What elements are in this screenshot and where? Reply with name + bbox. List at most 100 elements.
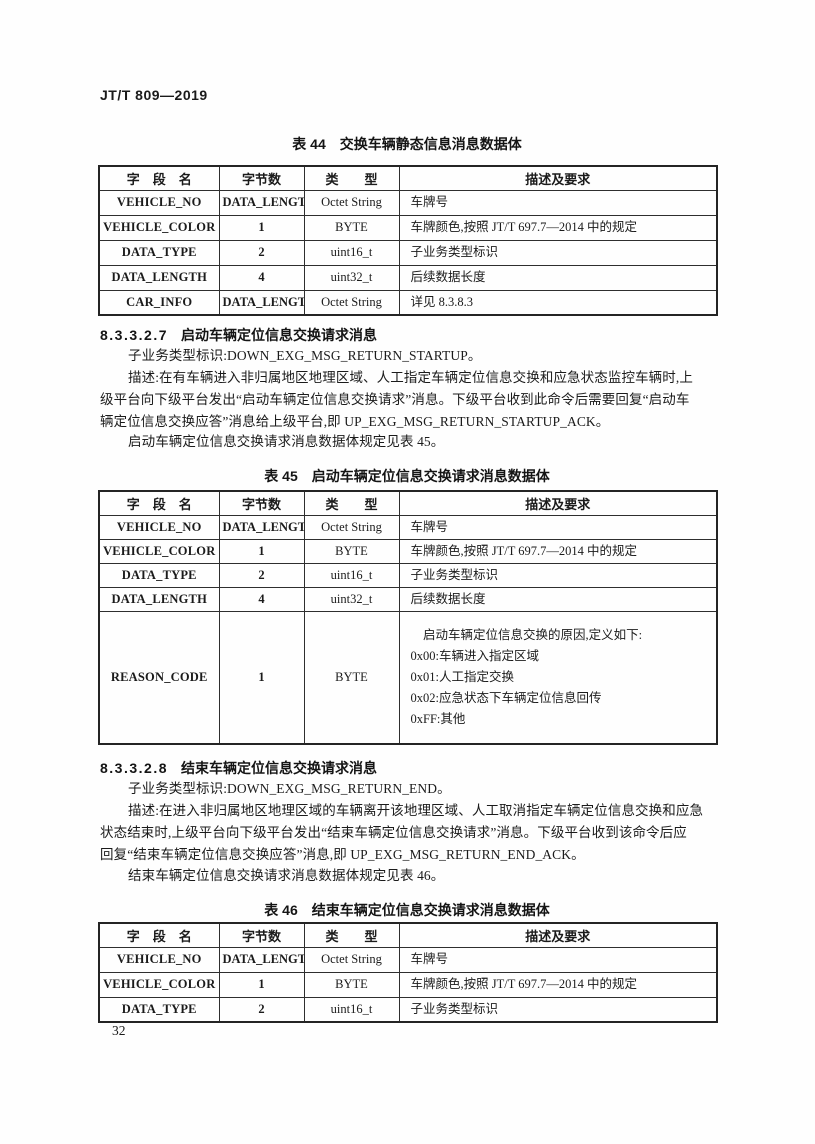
desc-cell: 车牌号: [398, 946, 718, 973]
bytes-cell: 2: [218, 239, 305, 266]
bytes-cell: 1: [218, 214, 305, 241]
paragraph-line: 级平台向下级平台发出“启动车辆定位信息交换请求”消息。下级平台收到此命令后需要回…: [100, 392, 690, 407]
field-cell: VEHICLE_COLOR: [98, 214, 220, 241]
desc-cell: 后续数据长度: [398, 586, 718, 612]
field-cell: VEHICLE_NO: [98, 946, 220, 973]
type-cell: Octet String: [303, 189, 400, 216]
field-cell: DATA_TYPE: [98, 562, 220, 588]
col-header-bytes: 字节数: [218, 165, 305, 191]
table-row: REASON_CODE 1 BYTE 启动车辆定位信息交换的原因,定义如下: 0…: [98, 610, 718, 745]
table44-title: 表 44 交换车辆静态信息消息数据体: [292, 136, 522, 152]
bytes-cell: 1: [218, 538, 305, 564]
desc-cell: 子业务类型标识: [398, 562, 718, 588]
col-header-field: 字 段 名: [98, 490, 220, 516]
bytes-cell: 4: [218, 586, 305, 612]
type-cell: uint16_t: [303, 562, 400, 588]
col-header-desc: 描述及要求: [398, 922, 718, 948]
paragraph-line: 启动车辆定位信息交换请求消息数据体规定见表 45。: [128, 434, 445, 449]
paragraph-line: 描述:在有车辆进入非归属地区地理区域、人工指定车辆定位信息交换和应急状态监控车辆…: [128, 370, 693, 385]
type-cell: Octet String: [303, 514, 400, 540]
desc-cell: 车牌颜色,按照 JT/T 697.7—2014 中的规定: [398, 971, 718, 998]
col-header-bytes: 字节数: [218, 922, 305, 948]
bytes-cell: DATA_LENGTH: [218, 514, 305, 540]
col-header-type: 类 型: [303, 490, 400, 516]
paragraph-line: 状态结束时,上级平台向下级平台发出“结束车辆定位信息交换请求”消息。下级平台收到…: [100, 825, 687, 840]
bytes-cell: 4: [218, 264, 305, 291]
type-cell: BYTE: [303, 971, 400, 998]
table-row: CAR_INFO DATA_LENGTH Octet String 详见 8.3…: [98, 289, 718, 316]
field-cell: VEHICLE_COLOR: [98, 971, 220, 998]
type-cell: uint32_t: [303, 264, 400, 291]
field-cell: VEHICLE_COLOR: [98, 538, 220, 564]
type-cell: Octet String: [303, 946, 400, 973]
section-heading-8-3-3-2-8: 8.3.3.2.8 结束车辆定位信息交换请求消息: [100, 758, 377, 778]
paragraph-line: 回复“结束车辆定位信息交换应答”消息,即 UP_EXG_MSG_RETURN_E…: [100, 847, 585, 862]
table-44: 字 段 名 字节数 类 型 描述及要求 VEHICLE_NO DATA_LENG…: [98, 165, 718, 316]
desc-cell: 后续数据长度: [398, 264, 718, 291]
desc-cell: 详见 8.3.8.3: [398, 289, 718, 316]
desc-cell: 车牌号: [398, 514, 718, 540]
table-header-row: 字 段 名 字节数 类 型 描述及要求: [98, 165, 718, 191]
field-cell: REASON_CODE: [98, 610, 220, 745]
col-header-type: 类 型: [303, 922, 400, 948]
section-title: 结束车辆定位信息交换请求消息: [181, 760, 377, 776]
bytes-cell: 2: [218, 562, 305, 588]
section-number: 8.3.3.2.7: [100, 327, 168, 343]
type-cell: Octet String: [303, 289, 400, 316]
paragraph-line: 描述:在进入非归属地区地理区域的车辆离开该地理区域、人工取消指定车辆定位信息交换…: [128, 803, 704, 818]
col-header-field: 字 段 名: [98, 922, 220, 948]
type-cell: BYTE: [303, 214, 400, 241]
section-title: 启动车辆定位信息交换请求消息: [181, 327, 377, 343]
desc-cell: 子业务类型标识: [398, 996, 718, 1023]
type-cell: BYTE: [303, 610, 400, 745]
running-header: JT/T 809—2019: [100, 87, 208, 103]
table-row: VEHICLE_COLOR 1 BYTE 车牌颜色,按照 JT/T 697.7—…: [98, 971, 718, 998]
field-cell: DATA_TYPE: [98, 996, 220, 1023]
desc-cell: 车牌颜色,按照 JT/T 697.7—2014 中的规定: [398, 214, 718, 241]
table-row: VEHICLE_NO DATA_LENGTH Octet String 车牌号: [98, 189, 718, 216]
table-row: VEHICLE_COLOR 1 BYTE 车牌颜色,按照 JT/T 697.7—…: [98, 214, 718, 241]
col-header-bytes: 字节数: [218, 490, 305, 516]
col-header-field: 字 段 名: [98, 165, 220, 191]
table45-title: 表 45 启动车辆定位信息交换请求消息数据体: [264, 468, 550, 484]
col-header-type: 类 型: [303, 165, 400, 191]
table-46: 字 段 名 字节数 类 型 描述及要求 VEHICLE_NO DATA_LENG…: [98, 922, 718, 1023]
bytes-cell: DATA_LENGTH: [218, 946, 305, 973]
desc-cell: 子业务类型标识: [398, 239, 718, 266]
table-row: DATA_LENGTH 4 uint32_t 后续数据长度: [98, 586, 718, 612]
table46-title: 表 46 结束车辆定位信息交换请求消息数据体: [264, 902, 550, 918]
field-cell: DATA_LENGTH: [98, 264, 220, 291]
table-row: DATA_TYPE 2 uint16_t 子业务类型标识: [98, 996, 718, 1023]
section-number: 8.3.3.2.8: [100, 760, 168, 776]
paragraph-line: 结束车辆定位信息交换请求消息数据体规定见表 46。: [128, 868, 445, 883]
paragraph-line: 子业务类型标识:DOWN_EXG_MSG_RETURN_STARTUP。: [128, 348, 482, 363]
table-row: VEHICLE_NO DATA_LENGTH Octet String 车牌号: [98, 514, 718, 540]
table-45: 字 段 名 字节数 类 型 描述及要求 VEHICLE_NO DATA_LENG…: [98, 490, 718, 745]
bytes-cell: 2: [218, 996, 305, 1023]
type-cell: uint32_t: [303, 586, 400, 612]
desc-cell: 车牌号: [398, 189, 718, 216]
field-cell: VEHICLE_NO: [98, 514, 220, 540]
table-header-row: 字 段 名 字节数 类 型 描述及要求: [98, 490, 718, 516]
field-cell: VEHICLE_NO: [98, 189, 220, 216]
page-number: 32: [112, 1023, 126, 1038]
table-row: DATA_TYPE 2 uint16_t 子业务类型标识: [98, 562, 718, 588]
paragraph-line: 辆定位信息交换应答”消息给上级平台,即 UP_EXG_MSG_RETURN_ST…: [100, 414, 610, 429]
desc-cell: 启动车辆定位信息交换的原因,定义如下: 0x00:车辆进入指定区域 0x01:人…: [398, 610, 718, 745]
table-row: VEHICLE_NO DATA_LENGTH Octet String 车牌号: [98, 946, 718, 973]
type-cell: BYTE: [303, 538, 400, 564]
type-cell: uint16_t: [303, 996, 400, 1023]
bytes-cell: DATA_LENGTH: [218, 289, 305, 316]
table-row: VEHICLE_COLOR 1 BYTE 车牌颜色,按照 JT/T 697.7—…: [98, 538, 718, 564]
col-header-desc: 描述及要求: [398, 490, 718, 516]
field-cell: CAR_INFO: [98, 289, 220, 316]
bytes-cell: 1: [218, 610, 305, 745]
field-cell: DATA_TYPE: [98, 239, 220, 266]
bytes-cell: DATA_LENGTH: [218, 189, 305, 216]
desc-cell: 车牌颜色,按照 JT/T 697.7—2014 中的规定: [398, 538, 718, 564]
bytes-cell: 1: [218, 971, 305, 998]
table-row: DATA_TYPE 2 uint16_t 子业务类型标识: [98, 239, 718, 266]
field-cell: DATA_LENGTH: [98, 586, 220, 612]
col-header-desc: 描述及要求: [398, 165, 718, 191]
